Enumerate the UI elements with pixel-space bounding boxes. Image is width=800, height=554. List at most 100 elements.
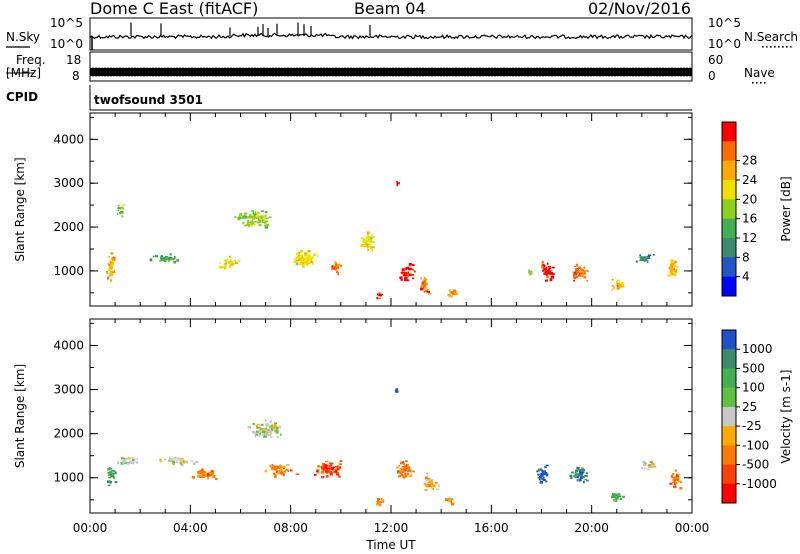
cell-velocity (191, 460, 194, 462)
cell-power (108, 268, 111, 272)
cell-power (312, 262, 314, 265)
cell-velocity (270, 467, 273, 469)
cell-power (170, 258, 173, 261)
cell-power (299, 249, 303, 253)
cell-velocity (281, 466, 285, 468)
nsearch-dot (766, 46, 768, 48)
ylabel: Slant Range [km] (13, 364, 27, 468)
cell-velocity (110, 474, 113, 476)
cell-velocity (328, 470, 330, 473)
cell-velocity (405, 460, 408, 463)
cell-velocity (107, 484, 111, 487)
cell-velocity (201, 475, 205, 478)
cell-velocity (434, 482, 438, 484)
cell-power (339, 264, 342, 266)
cell-power (169, 257, 173, 260)
cell-velocity (406, 469, 410, 473)
cell-velocity (541, 472, 545, 476)
cell-power (297, 258, 301, 261)
colorbar-swatch (722, 349, 736, 369)
cell-power (414, 270, 416, 273)
cell-velocity (537, 477, 540, 479)
cell-velocity (333, 471, 336, 474)
cell-power (224, 260, 227, 264)
cell-velocity (281, 472, 284, 474)
cell-power (407, 279, 410, 282)
cell-power (299, 261, 303, 265)
cell-power (307, 254, 311, 258)
cell-power (228, 265, 231, 269)
colorbar-swatch (722, 276, 736, 297)
cell-power (395, 181, 399, 183)
cell-power (257, 221, 259, 224)
cell-power (407, 275, 410, 277)
cell-velocity (321, 469, 323, 473)
cell-velocity (317, 465, 321, 468)
cell-power (304, 252, 307, 255)
cell-velocity (543, 472, 546, 475)
cell-power (226, 258, 228, 261)
cell-velocity (397, 475, 402, 478)
cell-velocity (171, 459, 174, 461)
cell-power (250, 220, 254, 224)
cell-velocity (284, 470, 286, 473)
cell-velocity (266, 434, 271, 437)
cell-power (372, 241, 375, 243)
nsearch-dot (778, 46, 780, 48)
cell-velocity (433, 484, 436, 488)
cell-velocity (614, 495, 616, 499)
cell-power (401, 271, 405, 273)
cell-power (548, 270, 551, 274)
cell-power (261, 220, 265, 223)
cell-power (673, 265, 677, 267)
panel-frame-power (89, 112, 693, 307)
cell-power (640, 258, 643, 260)
cell-velocity (429, 482, 434, 485)
cell-power (249, 223, 253, 227)
cell-velocity (133, 458, 136, 462)
cell-velocity (674, 478, 677, 482)
cell-velocity (673, 480, 676, 483)
cell-power (334, 261, 337, 264)
cell-velocity (336, 473, 339, 476)
cell-velocity (542, 478, 546, 482)
cell-power (611, 278, 614, 281)
xtick-label: 00:00 (675, 521, 710, 535)
nave-label: Nave (744, 66, 775, 80)
cell-velocity (380, 501, 384, 503)
colorbar-tick-label: -1000 (742, 477, 777, 491)
cell-velocity (338, 466, 342, 469)
cell-velocity (321, 466, 324, 469)
cell-power (110, 260, 114, 263)
cell-velocity (272, 468, 275, 471)
cell-power (578, 269, 582, 272)
cell-velocity (435, 483, 438, 486)
cell-power (117, 205, 120, 207)
cell-velocity (376, 503, 380, 506)
cell-velocity (336, 468, 340, 471)
cell-power (110, 257, 113, 260)
cell-power (424, 289, 429, 293)
cell-power (370, 246, 373, 249)
cell-power (396, 182, 400, 185)
cell-power (116, 213, 119, 215)
cell-power (108, 263, 111, 266)
cell-power (367, 248, 369, 251)
cpid-label: CPID (6, 90, 39, 104)
cell-velocity (107, 468, 111, 471)
cell-velocity (669, 482, 673, 485)
cell-power (583, 271, 586, 273)
cell-velocity (268, 427, 271, 430)
cell-power (544, 270, 547, 274)
cell-power (340, 265, 343, 267)
cell-power (573, 273, 576, 276)
cell-power (530, 272, 533, 275)
cell-velocity (255, 424, 259, 426)
cell-power (408, 267, 413, 271)
cell-velocity (584, 478, 588, 481)
cell-power (404, 272, 407, 274)
cell-velocity (263, 432, 267, 436)
cell-velocity (425, 479, 428, 482)
cell-power (264, 226, 268, 229)
